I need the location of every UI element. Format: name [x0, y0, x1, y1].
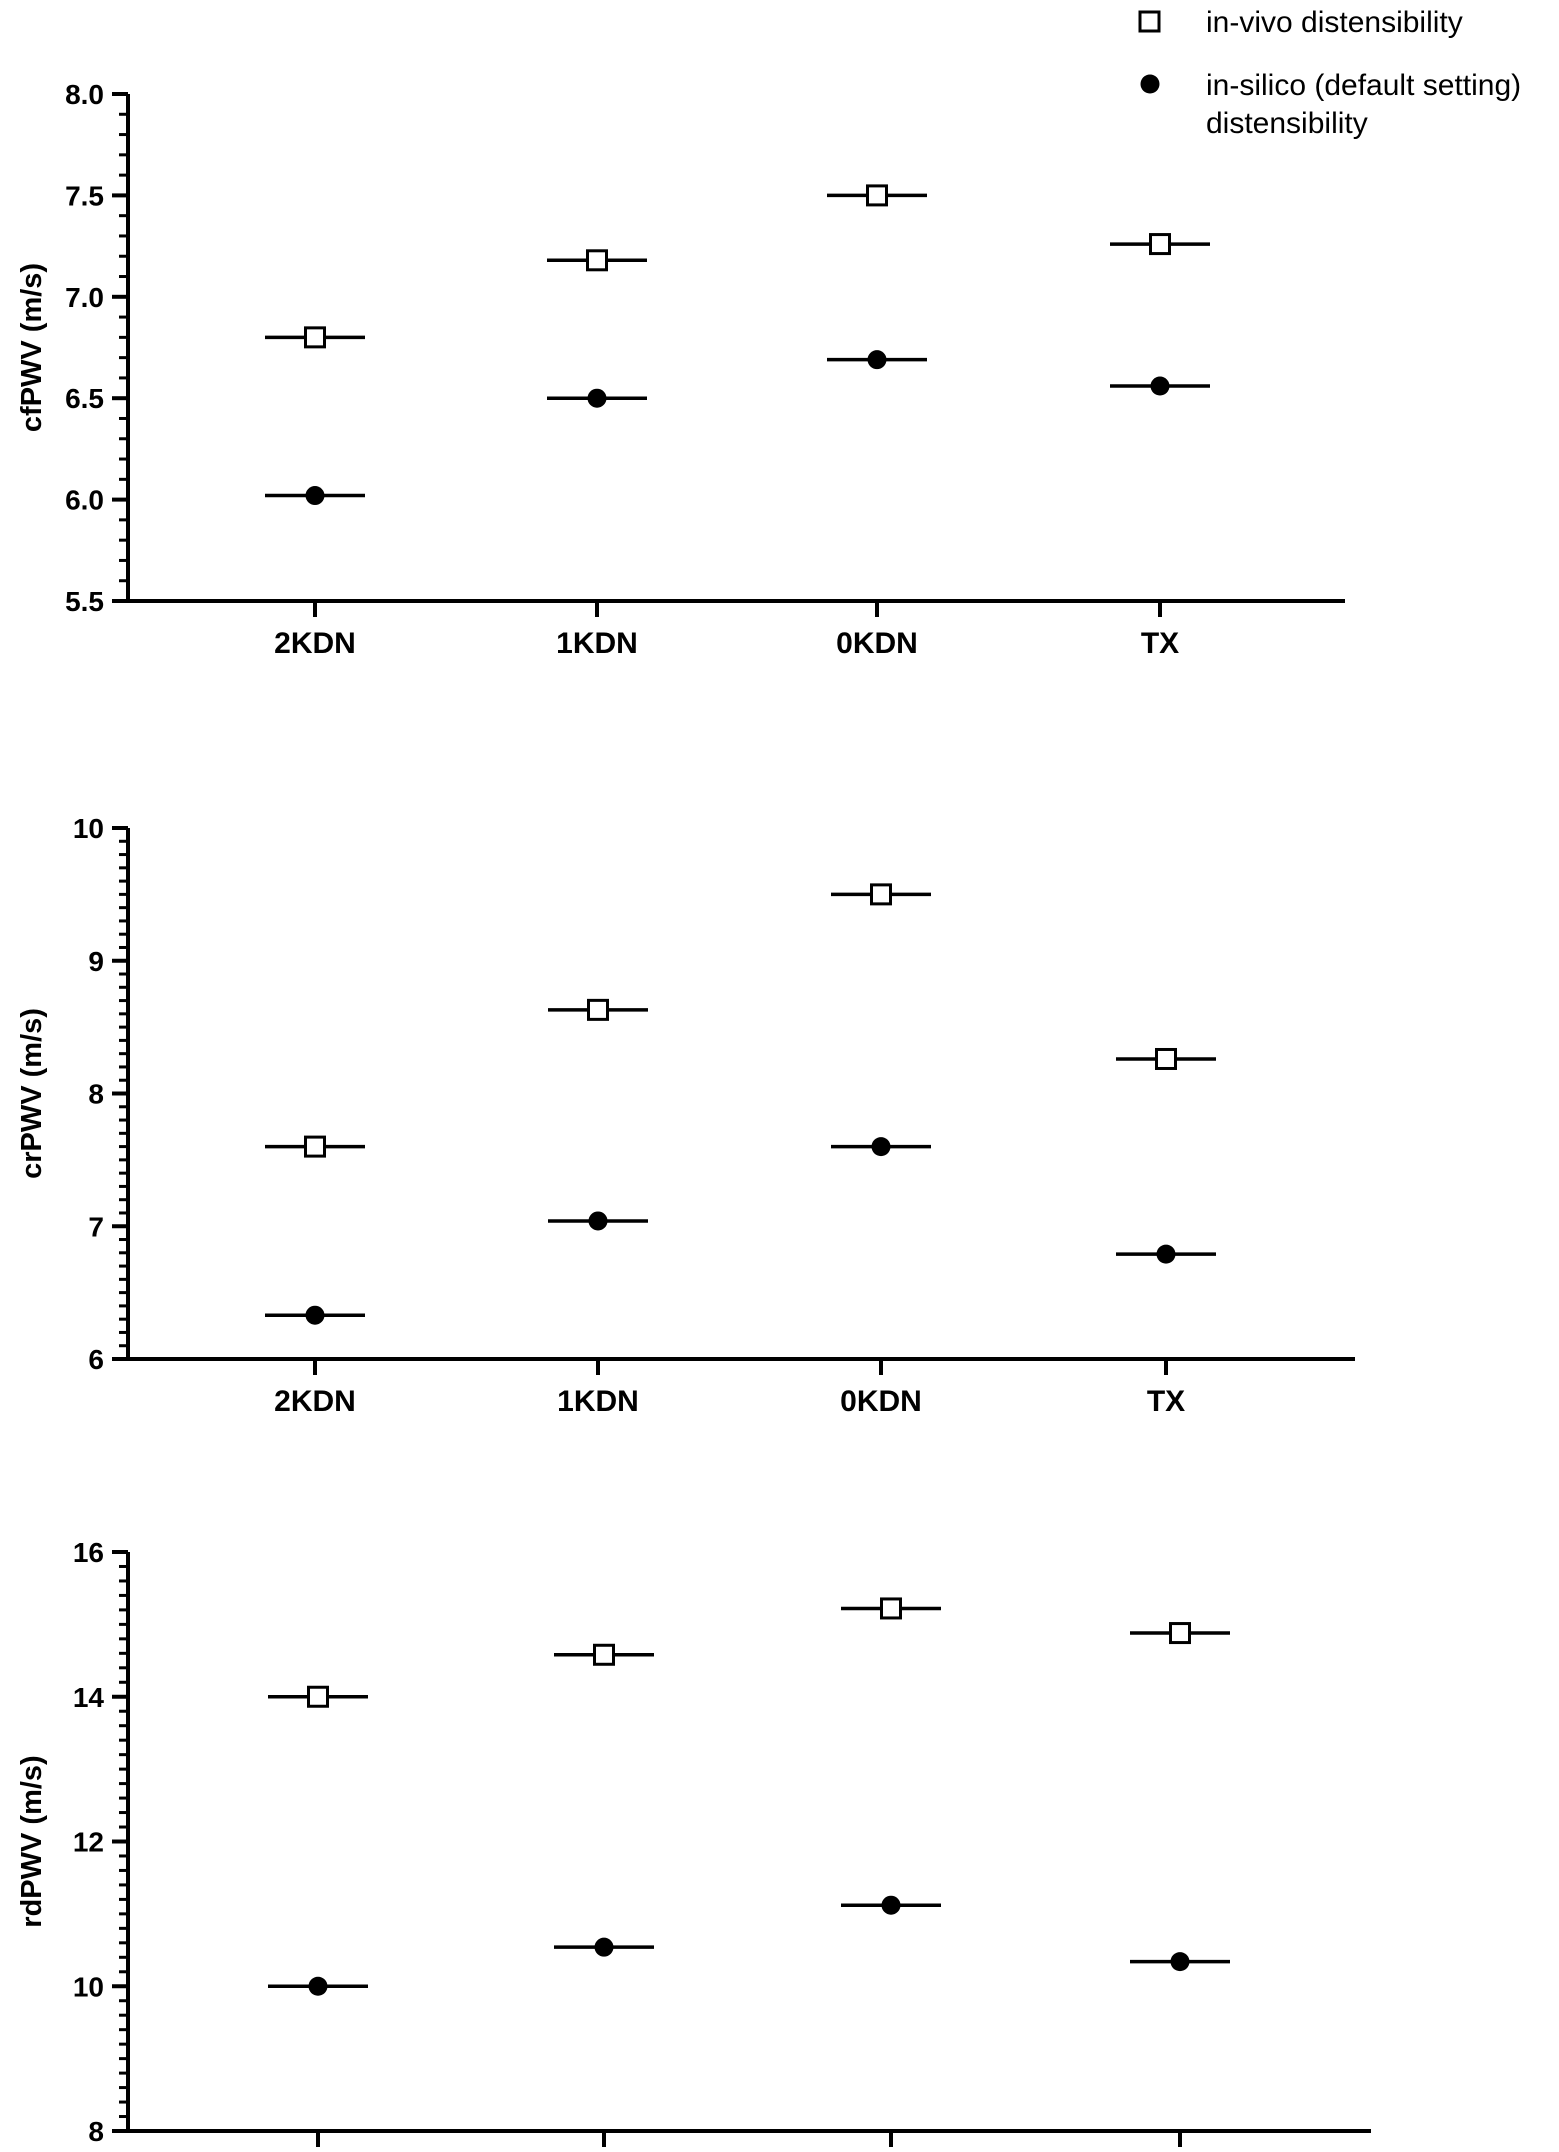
data-point-in-silico: [308, 1976, 328, 1996]
y-tick-label: 10: [73, 813, 104, 844]
x-tick-label-0kdn: 0KDN: [840, 1385, 922, 1418]
y-tick-label: 8: [88, 1079, 104, 1110]
y-tick-label: 14: [73, 1682, 105, 1713]
data-point-in-silico: [1150, 376, 1170, 396]
y-axis-title: rdPWV (m/s): [16, 1755, 48, 1927]
legend-marker-in-vivo: [1138, 10, 1161, 33]
x-tick-label-1kdn: 1KDN: [556, 627, 638, 660]
y-tick-label: 7: [88, 1211, 104, 1242]
y-tick-label: 9: [88, 946, 104, 977]
legend: in-vivo distensibility in-silico (defaul…: [1138, 6, 1521, 140]
chart-panels: 5.5 6.0 6.5 7.0 7.5 8.0 cfPWV (m/s) 2KDN 1KDN 0KD…: [16, 79, 1371, 2147]
y-tick-label: 6.0: [65, 485, 104, 516]
y-tick-label: 6.5: [65, 383, 104, 414]
data-point-in-vivo: [304, 1135, 326, 1158]
x-tick-label-tx: TX: [1141, 627, 1179, 660]
data-point-in-silico: [867, 350, 887, 370]
x-tick-label-0kdn: 0KDN: [836, 627, 918, 660]
y-axis-title: cfPWV (m/s): [16, 263, 48, 432]
data-point-in-vivo: [880, 1597, 902, 1620]
y-axis-title: crPWV (m/s): [16, 1008, 48, 1179]
y-tick-label: 7.0: [65, 282, 104, 313]
y-tick-label: 6: [88, 1344, 104, 1375]
x-tick-label-2kdn: 2KDN: [274, 627, 356, 660]
x-tick-label-1kdn: 1KDN: [557, 1385, 639, 1418]
data-point-in-vivo: [1155, 1047, 1177, 1070]
x-tick-label-tx: TX: [1147, 1385, 1185, 1418]
x-tick-label-2kdn: 2KDN: [274, 1385, 356, 1418]
y-tick-label: 12: [73, 1827, 104, 1858]
data-point-in-silico: [588, 1211, 608, 1231]
data-point-in-silico: [305, 486, 325, 506]
panel-1: 5.5 6.0 6.5 7.0 7.5 8.0 cfPWV (m/s) 2KDN 1KDN 0KD…: [16, 79, 1345, 660]
y-tick-label: 16: [73, 1537, 104, 1568]
data-point-in-silico: [587, 388, 607, 408]
panel-2: 6 7 8 9 10 crPWV (m/s) 2KDN 1KDN 0KDN TX: [16, 813, 1355, 1418]
data-point-in-silico: [1156, 1244, 1176, 1264]
data-point-in-vivo: [304, 326, 326, 349]
data-point-in-vivo: [587, 998, 609, 1021]
data-point-in-vivo: [586, 249, 608, 272]
data-point-in-vivo: [870, 883, 892, 906]
legend-label-in-silico-line1: in-silico (default setting): [1206, 69, 1521, 102]
data-point-in-vivo: [1169, 1622, 1191, 1645]
data-point-in-vivo: [593, 1643, 615, 1666]
y-tick-label: 8: [88, 2116, 104, 2147]
data-point-in-silico: [594, 1937, 614, 1957]
y-tick-label: 10: [73, 1971, 104, 2002]
y-tick-label: 8.0: [65, 79, 104, 110]
data-point-in-silico: [871, 1137, 891, 1157]
legend-label-in-vivo: in-vivo distensibility: [1206, 6, 1463, 39]
y-tick-label: 5.5: [65, 586, 104, 617]
data-point-in-silico: [305, 1305, 325, 1325]
y-tick-label: 7.5: [65, 180, 104, 211]
legend-marker-in-silico: [1140, 74, 1160, 94]
data-point-in-vivo: [1149, 233, 1171, 256]
legend-label-in-silico-line2: distensibility: [1206, 107, 1368, 140]
data-point-in-vivo: [307, 1685, 329, 1708]
data-point-in-vivo: [866, 184, 888, 207]
data-point-in-silico: [881, 1895, 901, 1915]
data-point-in-silico: [1170, 1952, 1190, 1972]
